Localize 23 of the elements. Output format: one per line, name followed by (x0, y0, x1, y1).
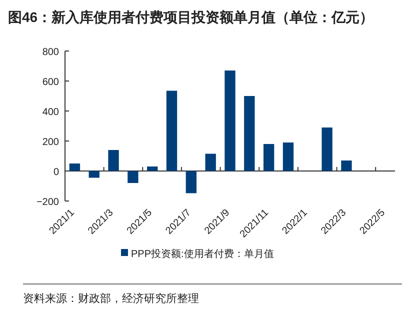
bar (205, 154, 216, 171)
y-tick-label: 800 (42, 47, 60, 58)
y-tick-label: −200 (36, 197, 60, 208)
bar (88, 171, 100, 178)
bar (128, 171, 138, 183)
bar (341, 160, 352, 171)
bar (224, 70, 236, 171)
y-tick-label: 600 (42, 77, 60, 88)
y-tick-label: 0 (53, 167, 60, 178)
bar (244, 96, 255, 171)
bar (147, 166, 158, 171)
bar (69, 164, 80, 171)
y-tick-label: 400 (42, 107, 60, 118)
text: 资料来源：财政部，经济研究所整理 (23, 292, 199, 305)
chart-title: 图46：新入库使用者付费项目投资额单月值（单位：亿元） (8, 9, 374, 25)
y-tick-label: 200 (42, 137, 60, 148)
bar (166, 90, 178, 171)
bar (322, 128, 332, 171)
legend-label: PPP投资额:使用者付费：单月值 (131, 248, 274, 260)
bar (108, 150, 119, 171)
bar (282, 142, 294, 171)
bar (263, 144, 274, 171)
bar (186, 171, 197, 194)
